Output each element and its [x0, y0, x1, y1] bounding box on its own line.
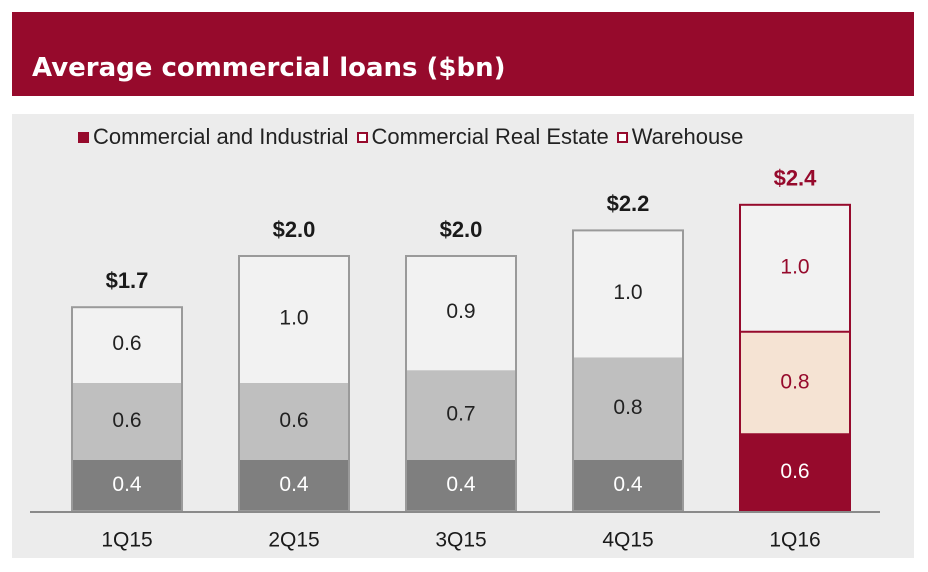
bar-segment-commercial-and-industrial-1q15 [71, 459, 183, 511]
legend-item-warehouse: Warehouse [616, 124, 744, 150]
legend-swatch-filled [78, 131, 89, 143]
x-tick-label: 1Q15 [101, 529, 152, 552]
bar-value-label: 1.0 [780, 255, 809, 278]
legend-swatch-outline [616, 131, 628, 143]
bar-segment-warehouse-4q15 [572, 229, 684, 358]
bar-value-label: 0.4 [613, 473, 643, 496]
legend-item-commercial-real-estate: Commercial Real Estate [356, 124, 609, 150]
bar-value-label: 0.8 [780, 371, 809, 394]
bar-segment-commercial-real-estate-4q15 [572, 357, 684, 460]
bar-value-label: 0.7 [446, 403, 475, 426]
legend-label: Warehouse [631, 124, 744, 149]
bar-segment-warehouse-1q16 [739, 203, 851, 332]
bar-segment-warehouse-3q15 [405, 255, 517, 371]
bar-value-label: 0.6 [279, 409, 308, 432]
chart-legend: Commercial and Industrial Commercial Rea… [78, 124, 743, 150]
bar-value-label: 0.8 [613, 396, 642, 419]
bar-segment-commercial-and-industrial-1q16 [739, 434, 851, 511]
bar-segment-warehouse-1q15 [71, 306, 183, 383]
bar-value-label: 1.0 [279, 307, 308, 330]
legend-label: Commercial and Industrial [93, 124, 349, 149]
bar-total-label: $2.2 [607, 191, 650, 216]
legend-item-commercial-and-industrial: Commercial and Industrial [78, 124, 349, 150]
bar-segment-commercial-and-industrial-2q15 [238, 459, 350, 511]
bar-segment-commercial-real-estate-1q15 [71, 383, 183, 460]
bar-segment-commercial-and-industrial-4q15 [572, 459, 684, 511]
bar-segment-commercial-real-estate-2q15 [238, 383, 350, 460]
bar-value-label: 0.4 [279, 473, 309, 496]
bar-segment-commercial-and-industrial-3q15 [405, 459, 517, 511]
legend-swatch-outline [356, 131, 368, 143]
bar-value-label: 0.9 [446, 300, 475, 323]
bar-value-label: 0.6 [112, 409, 141, 432]
header-banner: Average commercial loans ($bn) [12, 12, 914, 96]
bar-value-label: 1.0 [613, 281, 642, 304]
x-tick-label: 2Q15 [268, 529, 319, 552]
bar-total-label: $2.0 [273, 217, 316, 242]
page-title: Average commercial loans ($bn) [32, 53, 506, 83]
bar-segment-commercial-real-estate-3q15 [405, 370, 517, 460]
x-tick-label: 1Q16 [769, 529, 820, 552]
bar-value-label: 0.4 [446, 473, 476, 496]
bar-total-label: $2.0 [440, 217, 483, 242]
bar-value-label: 0.6 [780, 460, 809, 483]
bar-value-label: 0.6 [112, 332, 141, 355]
bar-total-label: $1.7 [106, 268, 149, 293]
bar-value-label: 0.4 [112, 473, 142, 496]
bar-segment-warehouse-2q15 [238, 255, 350, 383]
bar-total-label: $2.4 [774, 166, 818, 191]
x-tick-label: 3Q15 [435, 529, 486, 552]
x-tick-label: 4Q15 [602, 529, 653, 552]
bar-segment-commercial-real-estate-1q16 [739, 331, 851, 435]
legend-label: Commercial Real Estate [371, 124, 609, 149]
